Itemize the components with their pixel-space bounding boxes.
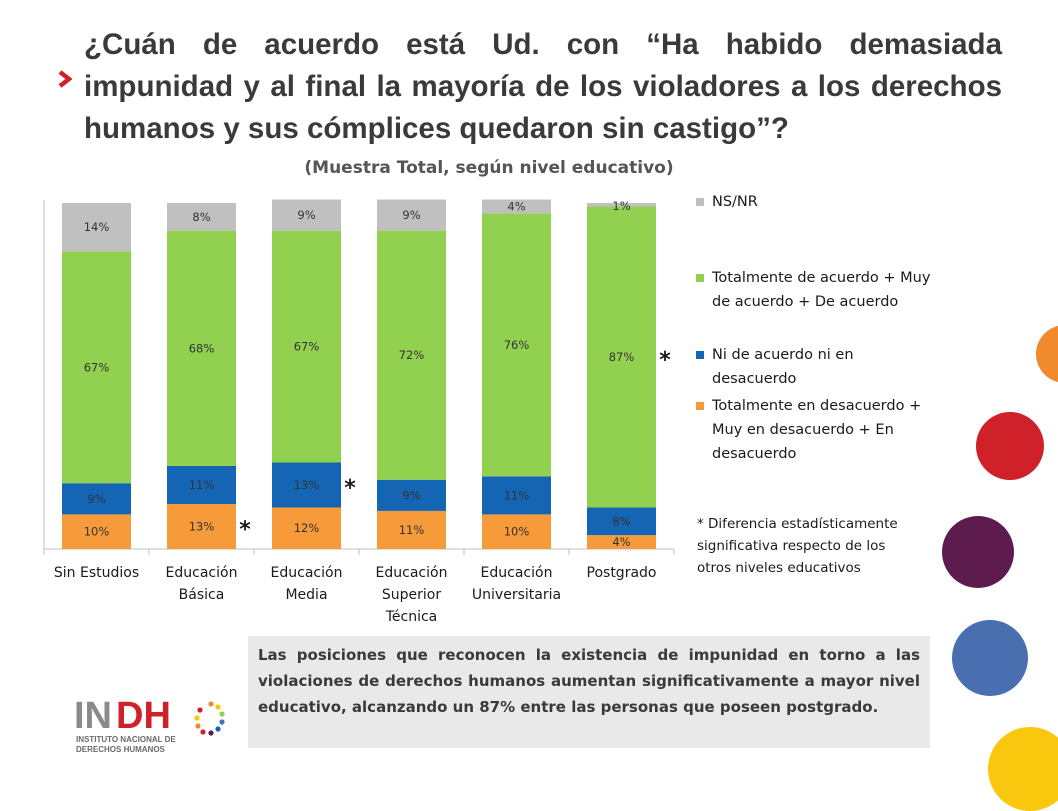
data-label: 4% bbox=[507, 199, 525, 213]
significance-footnote: * Diferencia estadísticamente significat… bbox=[697, 516, 898, 576]
stacked-bar-chart: 10% 9% 67% 14% Sin Estudios 13% 11% 68% 8% Educac… bbox=[43, 199, 675, 625]
bar-segment-educacion-basica-ns-nr bbox=[167, 203, 236, 231]
logo-line-1: INSTITUTO NACIONAL DE bbox=[76, 735, 176, 744]
significance-marker: * bbox=[239, 518, 251, 543]
data-label: 10% bbox=[84, 525, 110, 539]
data-label: 67% bbox=[84, 360, 110, 374]
x-tick-label: Media bbox=[285, 587, 327, 603]
bar-segment-sin-estudios-ni-de-acuerdo-ni-en-desa bbox=[62, 483, 131, 515]
bar-segment-educacion-basica-totalmente-de-acuerdo-mu bbox=[167, 230, 236, 466]
legend-swatch-ns-nr bbox=[696, 198, 704, 206]
data-label: 4% bbox=[612, 535, 630, 549]
x-tick-label: Técnica bbox=[385, 609, 438, 625]
title-chevron-icon bbox=[58, 70, 73, 93]
data-label: 9% bbox=[402, 488, 420, 502]
summary-box: Las posiciones que reconocen la existenc… bbox=[248, 636, 930, 748]
bar-segment-educacion-superior-tecnica-totalmente-en-desacuerdo bbox=[377, 510, 446, 549]
bar-segment-sin-estudios-ns-nr bbox=[62, 203, 131, 252]
decor-circle-orange bbox=[1036, 325, 1058, 383]
bar-segment-educacion-media-totalmente-de-acuerdo-mu bbox=[272, 230, 341, 463]
bar-segment-postgrado-totalmente-en-desacuerdo bbox=[587, 535, 656, 549]
legend-swatch-ni-de-acuerdo bbox=[696, 351, 704, 359]
x-tick-label: Educación bbox=[376, 565, 448, 581]
data-label: 67% bbox=[294, 340, 320, 354]
legend-item-en-desacuerdo: Totalmente en desacuerdo + Muy en desacu… bbox=[696, 394, 952, 466]
legend-item-de-acuerdo: Totalmente de acuerdo + Muy de acuerdo +… bbox=[696, 266, 952, 314]
data-label: 13% bbox=[294, 478, 320, 492]
x-tick-label: Postgrado bbox=[587, 565, 657, 581]
bar-segment-educacion-superior-tecnica-totalmente-de-acuerdo-mu bbox=[377, 230, 446, 480]
bar-segment-educacion-superior-tecnica-ns-nr bbox=[377, 199, 446, 231]
bar-segment-educacion-universitaria-ni-de-acuerdo-ni-en-desa bbox=[482, 476, 551, 515]
logo-dot-ring-icon bbox=[194, 701, 225, 736]
bar-segment-educacion-universitaria-totalmente-en-desacuerdo bbox=[482, 514, 551, 549]
data-label: 72% bbox=[399, 348, 425, 362]
summary-text: Las posiciones que reconocen la existenc… bbox=[258, 646, 920, 716]
x-tick-label: Básica bbox=[179, 587, 225, 603]
significance-marker: * bbox=[659, 348, 671, 373]
data-label: 11% bbox=[399, 523, 425, 537]
bar-segment-postgrado-ni-de-acuerdo-ni-en-desa bbox=[587, 507, 656, 536]
bar-segment-postgrado-totalmente-de-acuerdo-mu bbox=[587, 206, 656, 508]
x-tick-label: Educación bbox=[481, 565, 553, 581]
bar-segment-educacion-media-totalmente-en-desacuerdo bbox=[272, 507, 341, 549]
logo-letters-in: IN bbox=[74, 695, 112, 737]
bar-segment-educacion-superior-tecnica-ni-de-acuerdo-ni-en-desa bbox=[377, 479, 446, 511]
logo-line-2: DERECHOS HUMANOS bbox=[76, 745, 166, 754]
bar-segment-educacion-media-ns-nr bbox=[272, 199, 341, 231]
logo-letters-dh: DH bbox=[116, 695, 171, 737]
data-label: 76% bbox=[504, 338, 530, 352]
legend-item-ns-nr: NS/NR bbox=[696, 190, 952, 214]
decor-circle-red bbox=[976, 412, 1044, 480]
data-label: 9% bbox=[87, 492, 105, 506]
decor-circle-purple bbox=[942, 516, 1014, 588]
legend-swatch-de-acuerdo bbox=[696, 274, 704, 282]
x-tick-label: Educación bbox=[271, 565, 343, 581]
indh-logo: IN DH INSTITUTO NACIONAL DE DERECHOS HUM… bbox=[74, 690, 254, 760]
bar-segment-postgrado-ns-nr bbox=[587, 203, 656, 207]
legend-swatch-en-desacuerdo bbox=[696, 402, 704, 410]
data-label: 11% bbox=[189, 478, 215, 492]
bar-segment-educacion-media-ni-de-acuerdo-ni-en-desa bbox=[272, 462, 341, 508]
x-tick-label: Superior bbox=[382, 587, 441, 603]
legend-item-ni-de-acuerdo: Ni de acuerdo ni en desacuerdo bbox=[696, 343, 952, 391]
bar-segment-educacion-universitaria-ns-nr bbox=[482, 199, 551, 214]
bar-segment-sin-estudios-totalmente-de-acuerdo-mu bbox=[62, 251, 131, 484]
data-label: 13% bbox=[189, 520, 215, 534]
x-tick-label: Sin Estudios bbox=[54, 565, 139, 581]
bar-segment-sin-estudios-totalmente-en-desacuerdo bbox=[62, 514, 131, 549]
data-label: 14% bbox=[84, 220, 110, 234]
data-label: 12% bbox=[294, 521, 320, 535]
page-title: ¿Cuán de acuerdo está Ud. con “Ha habido… bbox=[84, 28, 1002, 145]
chart-subtitle: (Muestra Total, según nivel educativo) bbox=[304, 158, 674, 178]
legend-label: NS/NR bbox=[712, 194, 758, 210]
data-label: 9% bbox=[402, 208, 420, 222]
bar-segment-educacion-basica-ni-de-acuerdo-ni-en-desa bbox=[167, 465, 236, 505]
decor-circle-blue bbox=[952, 620, 1028, 696]
decor-circle-yellow bbox=[988, 727, 1058, 811]
data-label: 8% bbox=[612, 514, 630, 528]
legend-label: Ni de acuerdo ni en desacuerdo bbox=[712, 347, 854, 387]
bar-segment-educacion-universitaria-totalmente-de-acuerdo-mu bbox=[482, 213, 551, 477]
legend-label: Totalmente en desacuerdo + Muy en desacu… bbox=[712, 398, 922, 462]
x-tick-label: Universitaria bbox=[472, 587, 561, 603]
data-label: 11% bbox=[504, 488, 530, 502]
legend-label: Totalmente de acuerdo + Muy de acuerdo +… bbox=[712, 270, 931, 310]
significance-marker: * bbox=[344, 476, 356, 501]
data-label: 68% bbox=[189, 341, 215, 355]
data-label: 10% bbox=[504, 525, 530, 539]
x-tick-label: Educación bbox=[166, 565, 238, 581]
data-label: 9% bbox=[297, 208, 315, 222]
data-label: 87% bbox=[609, 350, 635, 364]
data-label: 1% bbox=[612, 199, 630, 213]
data-label: 8% bbox=[192, 210, 210, 224]
bar-segment-educacion-basica-totalmente-en-desacuerdo bbox=[167, 504, 236, 549]
